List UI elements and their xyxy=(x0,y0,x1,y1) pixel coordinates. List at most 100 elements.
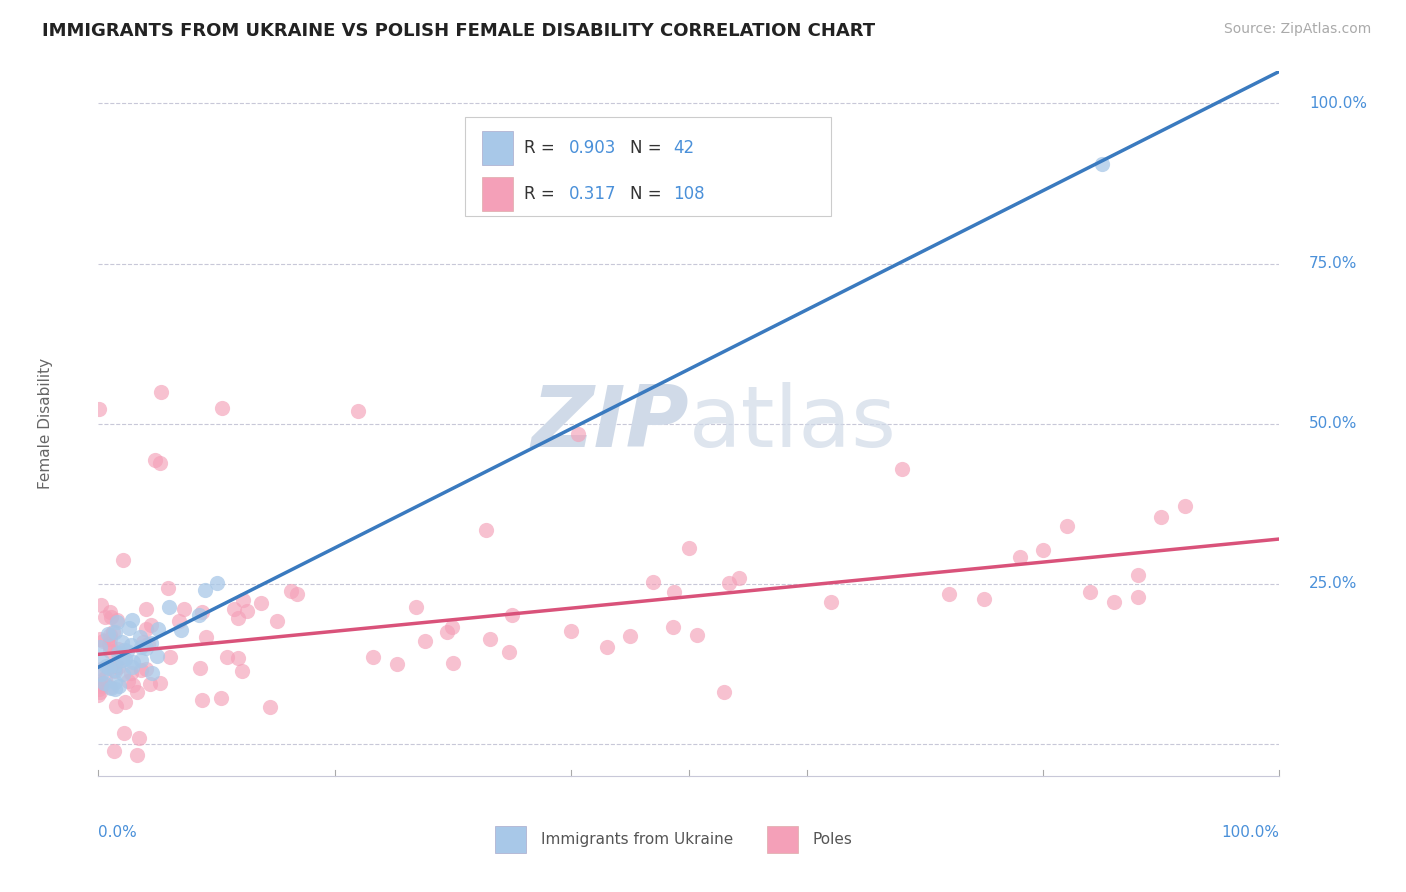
Point xyxy=(115,644,138,658)
Point xyxy=(98,605,121,619)
Point xyxy=(686,628,709,642)
Point xyxy=(146,649,169,664)
Point xyxy=(107,659,129,673)
Point xyxy=(190,661,212,675)
Point xyxy=(728,571,751,585)
Point xyxy=(111,634,134,648)
Point xyxy=(232,593,254,607)
FancyBboxPatch shape xyxy=(495,826,526,854)
Point xyxy=(143,453,166,467)
Point xyxy=(890,462,912,476)
Point xyxy=(90,598,112,612)
Point xyxy=(105,613,128,627)
Point xyxy=(101,625,124,640)
Point xyxy=(405,600,427,615)
Point xyxy=(93,671,115,685)
Text: IMMIGRANTS FROM UKRAINE VS POLISH FEMALE DISABILITY CORRELATION CHART: IMMIGRANTS FROM UKRAINE VS POLISH FEMALE… xyxy=(42,22,876,40)
Point xyxy=(1080,584,1102,599)
Point xyxy=(1126,590,1149,604)
Point xyxy=(90,676,112,690)
Point xyxy=(129,630,152,644)
Point xyxy=(103,663,125,677)
Point xyxy=(194,583,217,598)
Text: 50.0%: 50.0% xyxy=(1309,417,1357,431)
Point xyxy=(347,403,370,417)
Point xyxy=(89,640,111,654)
Point xyxy=(567,427,589,442)
Point xyxy=(619,629,641,643)
Point xyxy=(107,646,129,660)
Point xyxy=(222,602,245,616)
Point xyxy=(103,744,125,758)
Point xyxy=(105,698,128,713)
Point xyxy=(128,731,150,745)
Point xyxy=(94,610,117,624)
Text: 100.0%: 100.0% xyxy=(1222,825,1279,840)
Point xyxy=(120,638,142,652)
Point xyxy=(217,650,239,665)
Point xyxy=(108,679,131,693)
Text: Female Disability: Female Disability xyxy=(38,358,53,490)
Point xyxy=(141,666,163,681)
Point xyxy=(93,676,115,690)
Point xyxy=(104,665,127,679)
FancyBboxPatch shape xyxy=(464,117,831,216)
Point xyxy=(236,604,259,618)
Point xyxy=(662,585,685,599)
Point xyxy=(820,594,842,608)
Text: 100.0%: 100.0% xyxy=(1309,96,1367,111)
Point xyxy=(661,620,683,634)
Point xyxy=(89,632,111,646)
Point xyxy=(100,681,122,695)
Point xyxy=(149,385,172,400)
Point xyxy=(135,641,157,656)
Point xyxy=(1056,519,1078,533)
Point xyxy=(98,680,121,694)
Point xyxy=(157,600,180,615)
Point xyxy=(266,614,288,628)
Point xyxy=(149,457,172,471)
Point xyxy=(107,641,129,656)
Point xyxy=(122,678,145,692)
Point xyxy=(90,654,112,668)
Point xyxy=(125,747,148,762)
Text: 0.317: 0.317 xyxy=(568,185,616,203)
Point xyxy=(385,657,408,672)
Point xyxy=(129,653,152,667)
Point xyxy=(94,659,117,673)
Point xyxy=(100,609,122,624)
Text: 25.0%: 25.0% xyxy=(1309,576,1357,591)
Point xyxy=(97,627,120,641)
Point xyxy=(139,677,162,691)
Point xyxy=(226,611,249,625)
Point xyxy=(280,584,302,599)
Point xyxy=(111,653,134,667)
Text: 75.0%: 75.0% xyxy=(1309,256,1357,271)
Point xyxy=(560,624,582,639)
Text: 0.903: 0.903 xyxy=(568,139,616,157)
Point xyxy=(121,660,143,674)
Point xyxy=(101,659,124,673)
Point xyxy=(501,608,523,623)
Point xyxy=(190,605,212,619)
Point xyxy=(259,699,281,714)
Point xyxy=(112,553,135,567)
Point xyxy=(717,575,740,590)
Point xyxy=(107,615,129,629)
Point xyxy=(89,685,111,699)
Point xyxy=(1174,499,1197,513)
Point xyxy=(110,650,132,665)
Point xyxy=(135,602,157,616)
Text: Poles: Poles xyxy=(813,832,853,847)
Point xyxy=(973,591,995,606)
Point xyxy=(226,650,249,665)
Point xyxy=(98,632,121,646)
Point xyxy=(104,657,127,672)
Point xyxy=(441,619,464,633)
Point xyxy=(90,680,112,694)
Point xyxy=(413,633,436,648)
Text: R =: R = xyxy=(523,185,560,203)
Text: 42: 42 xyxy=(673,139,695,157)
Point xyxy=(231,664,253,678)
Point xyxy=(114,695,136,709)
